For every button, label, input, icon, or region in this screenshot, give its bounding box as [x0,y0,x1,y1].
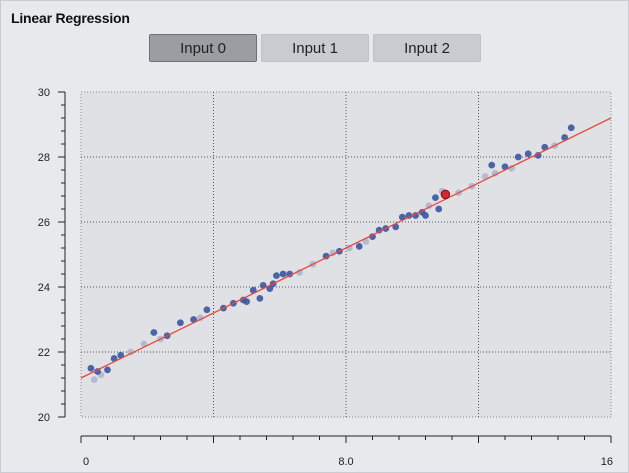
data-point-light [425,202,433,210]
data-point-light [196,314,204,322]
data-point [435,205,443,213]
data-point [322,252,330,260]
x-tick-label: 8.0 [338,456,353,468]
data-point-light [127,348,135,356]
x-tick-label: 16 [601,456,613,468]
tab-input-0[interactable]: Input 0 [149,34,257,62]
data-point [176,319,184,327]
y-tick-label: 26 [38,217,50,229]
data-point [279,270,287,278]
data-point [432,194,439,202]
y-tick-label: 24 [38,282,50,294]
tab-input-2[interactable]: Input 2 [373,34,481,62]
data-point-light [508,164,516,172]
data-point [514,153,522,161]
data-point [256,294,264,302]
data-point-light [329,249,337,257]
data-point [94,368,101,375]
data-point [150,329,158,336]
page-title: Linear Regression [11,10,130,26]
data-point-light [345,244,353,252]
data-point [87,364,95,372]
data-point-light [296,268,304,276]
data-point [524,150,532,158]
data-point-light [491,169,499,177]
data-point [567,124,575,132]
data-point [412,212,419,219]
data-point [488,161,496,169]
data-point [355,242,363,250]
regression-line [80,117,612,379]
data-point [369,233,376,241]
data-point [104,366,111,374]
highlighted-point [440,189,451,200]
y-tick-label: 30 [38,87,50,99]
x-tick-label: 0 [83,456,89,468]
data-point-light [90,376,98,384]
data-point [534,151,542,159]
data-point [273,272,280,280]
data-point [405,212,413,219]
y-tick-label: 22 [38,347,50,359]
y-tick-label: 20 [38,412,50,424]
tab-input-1[interactable]: Input 1 [261,34,369,62]
data-point [286,270,294,278]
data-point [203,306,211,314]
data-point [243,298,251,306]
data-point [375,226,383,234]
y-tick-label: 28 [38,152,50,164]
data-point [422,212,429,219]
